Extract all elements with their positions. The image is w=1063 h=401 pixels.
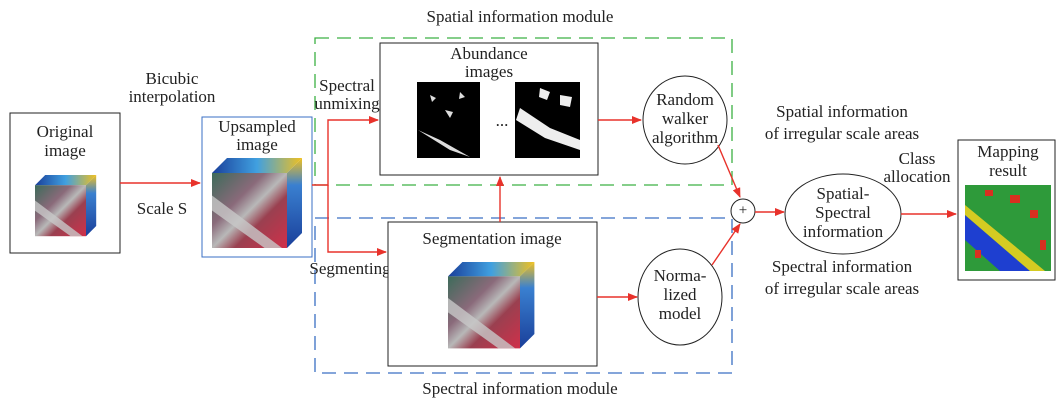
edge-label: allocation — [883, 167, 951, 186]
node-label: result — [989, 161, 1027, 180]
node-label: Segmentation image — [422, 229, 561, 248]
module-title: Spatial information module — [427, 7, 614, 26]
edge-label: Class — [899, 149, 936, 168]
node-label: model — [659, 304, 702, 323]
edge-label: of irregular scale areas — [765, 124, 919, 143]
node-label: Upsampled — [218, 117, 296, 136]
node-label: Spatial- — [817, 184, 870, 203]
node-label: lized — [663, 285, 697, 304]
node-label: algorithm — [652, 128, 718, 147]
normalized-model-node — [637, 248, 723, 346]
arrow — [717, 144, 741, 198]
plus-node — [730, 198, 756, 224]
node-label: Random — [656, 90, 714, 109]
abundance-pattern — [418, 92, 470, 157]
node-label: Norma- — [654, 266, 707, 285]
module-title: Spectral information module — [422, 379, 617, 398]
arrow — [711, 223, 741, 266]
node-label: walker — [662, 109, 709, 128]
plus-sign: + — [739, 202, 747, 218]
cube-image — [448, 262, 535, 349]
separator: ... — [496, 111, 509, 130]
edge-label: Bicubic — [146, 69, 199, 88]
spatial-module — [314, 37, 733, 186]
edge-label: of irregular scale areas — [765, 279, 919, 298]
random-walker-node — [642, 75, 728, 165]
spectral-module — [314, 217, 733, 374]
cube-image — [212, 158, 302, 248]
edge-label: Spatial information — [776, 102, 908, 121]
cube-image — [35, 175, 97, 237]
edge-label: unmixing — [314, 94, 380, 113]
edge-label: Spectral — [319, 76, 375, 95]
node-label: information — [803, 222, 884, 241]
node-label: Abundance — [450, 44, 527, 63]
mapping-road — [965, 205, 1045, 271]
node-label: Original — [37, 122, 94, 141]
edge-label: Scale S — [137, 199, 188, 218]
edge-label: interpolation — [129, 87, 216, 106]
arrow — [327, 185, 387, 256]
edge-label: Spectral information — [772, 257, 913, 276]
node-label: image — [236, 135, 278, 154]
abundance-pattern — [516, 88, 580, 150]
arrow — [312, 116, 379, 186]
edge-label: Segmenting — [309, 259, 391, 278]
node-label: images — [465, 62, 513, 81]
node-label: Spectral — [815, 203, 871, 222]
node-label: Mapping — [977, 142, 1039, 161]
node-label: image — [44, 141, 86, 160]
